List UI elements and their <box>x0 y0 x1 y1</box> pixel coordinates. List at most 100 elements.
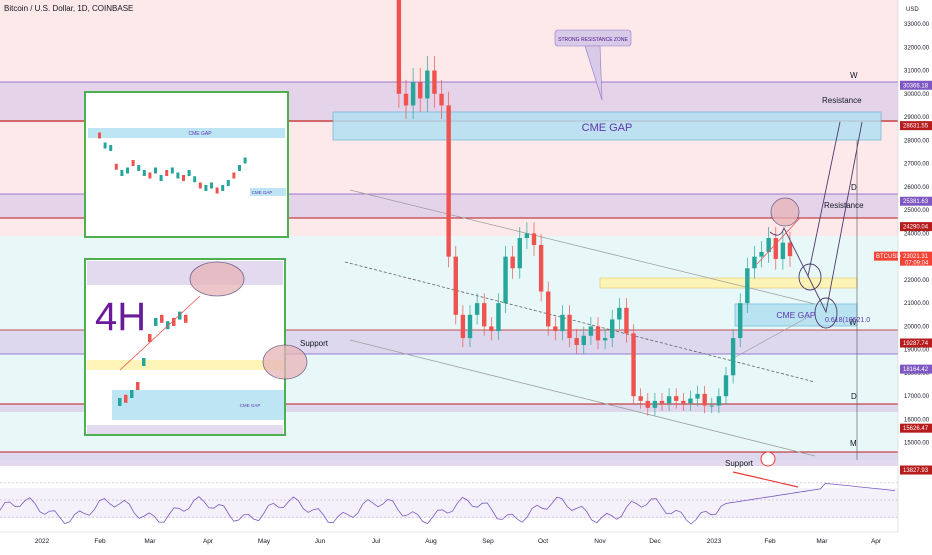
inset1-candle-15 <box>182 175 185 181</box>
candle-59 <box>695 393 700 399</box>
candle-38 <box>546 291 551 327</box>
dashed-channel-line <box>344 261 816 383</box>
inset1-candle-26 <box>243 157 247 164</box>
candle-36 <box>531 233 537 245</box>
inset1-candle-1 <box>103 142 107 149</box>
inset-weekly <box>84 91 289 238</box>
inset2-candle-1 <box>124 394 128 403</box>
resistance-label-1: Resistance <box>822 96 862 105</box>
inset1-candle-13 <box>170 167 174 174</box>
price-tag-bg-7 <box>900 423 932 433</box>
price-tag-bg-4 <box>900 251 932 266</box>
inset1-candle-20 <box>210 182 213 189</box>
y-tick-17000: 17000.00 <box>904 394 930 400</box>
price-axis <box>898 0 932 550</box>
x-tick-Dec: Dec <box>649 538 661 545</box>
candle-41 <box>567 314 572 339</box>
lower-channel-line <box>349 339 816 457</box>
x-tick-Jul: Jul <box>372 538 381 545</box>
candle-66 <box>745 268 750 304</box>
candle-56 <box>674 396 679 401</box>
y-tick-22000: 22000.00 <box>904 278 930 284</box>
inset1-candle-5 <box>126 167 129 174</box>
alert-icon[interactable] <box>760 451 776 467</box>
candle-42 <box>574 338 579 346</box>
candle-32 <box>503 256 508 304</box>
price-tag-bg-8 <box>900 465 932 475</box>
y-tick-29000: 29000.00 <box>904 115 930 121</box>
candle-49 <box>624 307 629 334</box>
symbol-tag: BTCUSD <box>876 254 901 260</box>
candle-20 <box>418 82 423 99</box>
candle-63 <box>723 375 729 397</box>
inset1-cme-label: CME GAP <box>188 131 212 137</box>
price-tag-bg-3 <box>900 222 932 232</box>
price-tag-6: 18164.42 <box>903 367 929 373</box>
tf-w2: W <box>849 318 857 327</box>
inset1-candle-0 <box>98 132 101 139</box>
y-tick-25000: 25000.00 <box>904 208 930 214</box>
y-tick-26000: 26000.00 <box>904 185 930 191</box>
candle-22 <box>432 70 437 94</box>
candle-60 <box>702 393 707 406</box>
x-tick-Aug: Aug <box>425 538 437 545</box>
candle-67 <box>752 256 757 269</box>
candle-54 <box>659 400 665 404</box>
candle-71 <box>780 242 786 259</box>
inset2-candle-6 <box>154 318 158 326</box>
candle-68 <box>759 251 764 257</box>
candle-55 <box>666 396 672 404</box>
price-tag-2: 25381.63 <box>903 199 929 205</box>
candle-64 <box>730 338 736 376</box>
candle-17 <box>396 0 402 94</box>
inset2-candle-9 <box>172 318 176 326</box>
y-tick-18000: 18000.00 <box>904 371 930 377</box>
price-tag-sub: 07:09:04 <box>905 261 929 267</box>
inset1-candle-3 <box>114 163 118 170</box>
y-tick-31000: 31000.00 <box>904 69 930 75</box>
inset2-candle-4 <box>142 358 146 366</box>
inset1-candle-21 <box>215 187 219 194</box>
cme-gap-top <box>332 111 882 141</box>
inset2-candle-0 <box>118 398 122 406</box>
candle-29 <box>482 303 487 327</box>
price-tag-1: 28631.55 <box>903 124 929 130</box>
y-tick-16000: 16000.00 <box>904 417 930 423</box>
x-tick-2022: 2022 <box>35 538 50 545</box>
x-tick-May: May <box>258 538 271 545</box>
price-tag-7: 15626.47 <box>903 426 929 432</box>
y-tick-30000: 30000.00 <box>904 92 930 98</box>
candle-37 <box>538 245 544 292</box>
tf-d1: D <box>851 183 857 192</box>
candle-51 <box>638 396 643 401</box>
inset2-tf-label: 4H <box>95 295 146 339</box>
inset1-candle-19 <box>204 185 208 191</box>
tf-w1: W <box>850 71 858 80</box>
y-tick-15000: 15000.00 <box>904 441 930 447</box>
y-tick-21000: 21000.00 <box>904 301 930 307</box>
price-tag-8: 13827.93 <box>903 468 929 474</box>
candle-69 <box>766 238 771 252</box>
candle-21 <box>425 70 430 99</box>
price-tag-bg-6 <box>900 364 932 374</box>
inset2-candle-8 <box>166 321 170 330</box>
candle-18 <box>403 93 409 106</box>
x-tick-Apr: Apr <box>203 538 214 545</box>
inset1-candle-4 <box>120 170 124 176</box>
candle-48 <box>617 307 622 320</box>
candle-24 <box>446 105 451 257</box>
candle-65 <box>738 303 743 339</box>
inset1-candle-10 <box>154 167 157 174</box>
candle-61 <box>709 405 714 407</box>
candle-19 <box>410 82 416 106</box>
strong-resistance-label: STRONG RESISTANCE ZONE <box>558 37 628 43</box>
inset2-candle-10 <box>178 311 182 320</box>
support-label-bottom: Support <box>725 459 754 468</box>
x-tick-Apr: Apr <box>871 538 882 545</box>
inset1-candle-2 <box>109 145 113 151</box>
inset2-candle-5 <box>148 334 152 342</box>
x-tick-Feb: Feb <box>94 538 106 545</box>
price-tag-bg-5 <box>900 338 932 348</box>
